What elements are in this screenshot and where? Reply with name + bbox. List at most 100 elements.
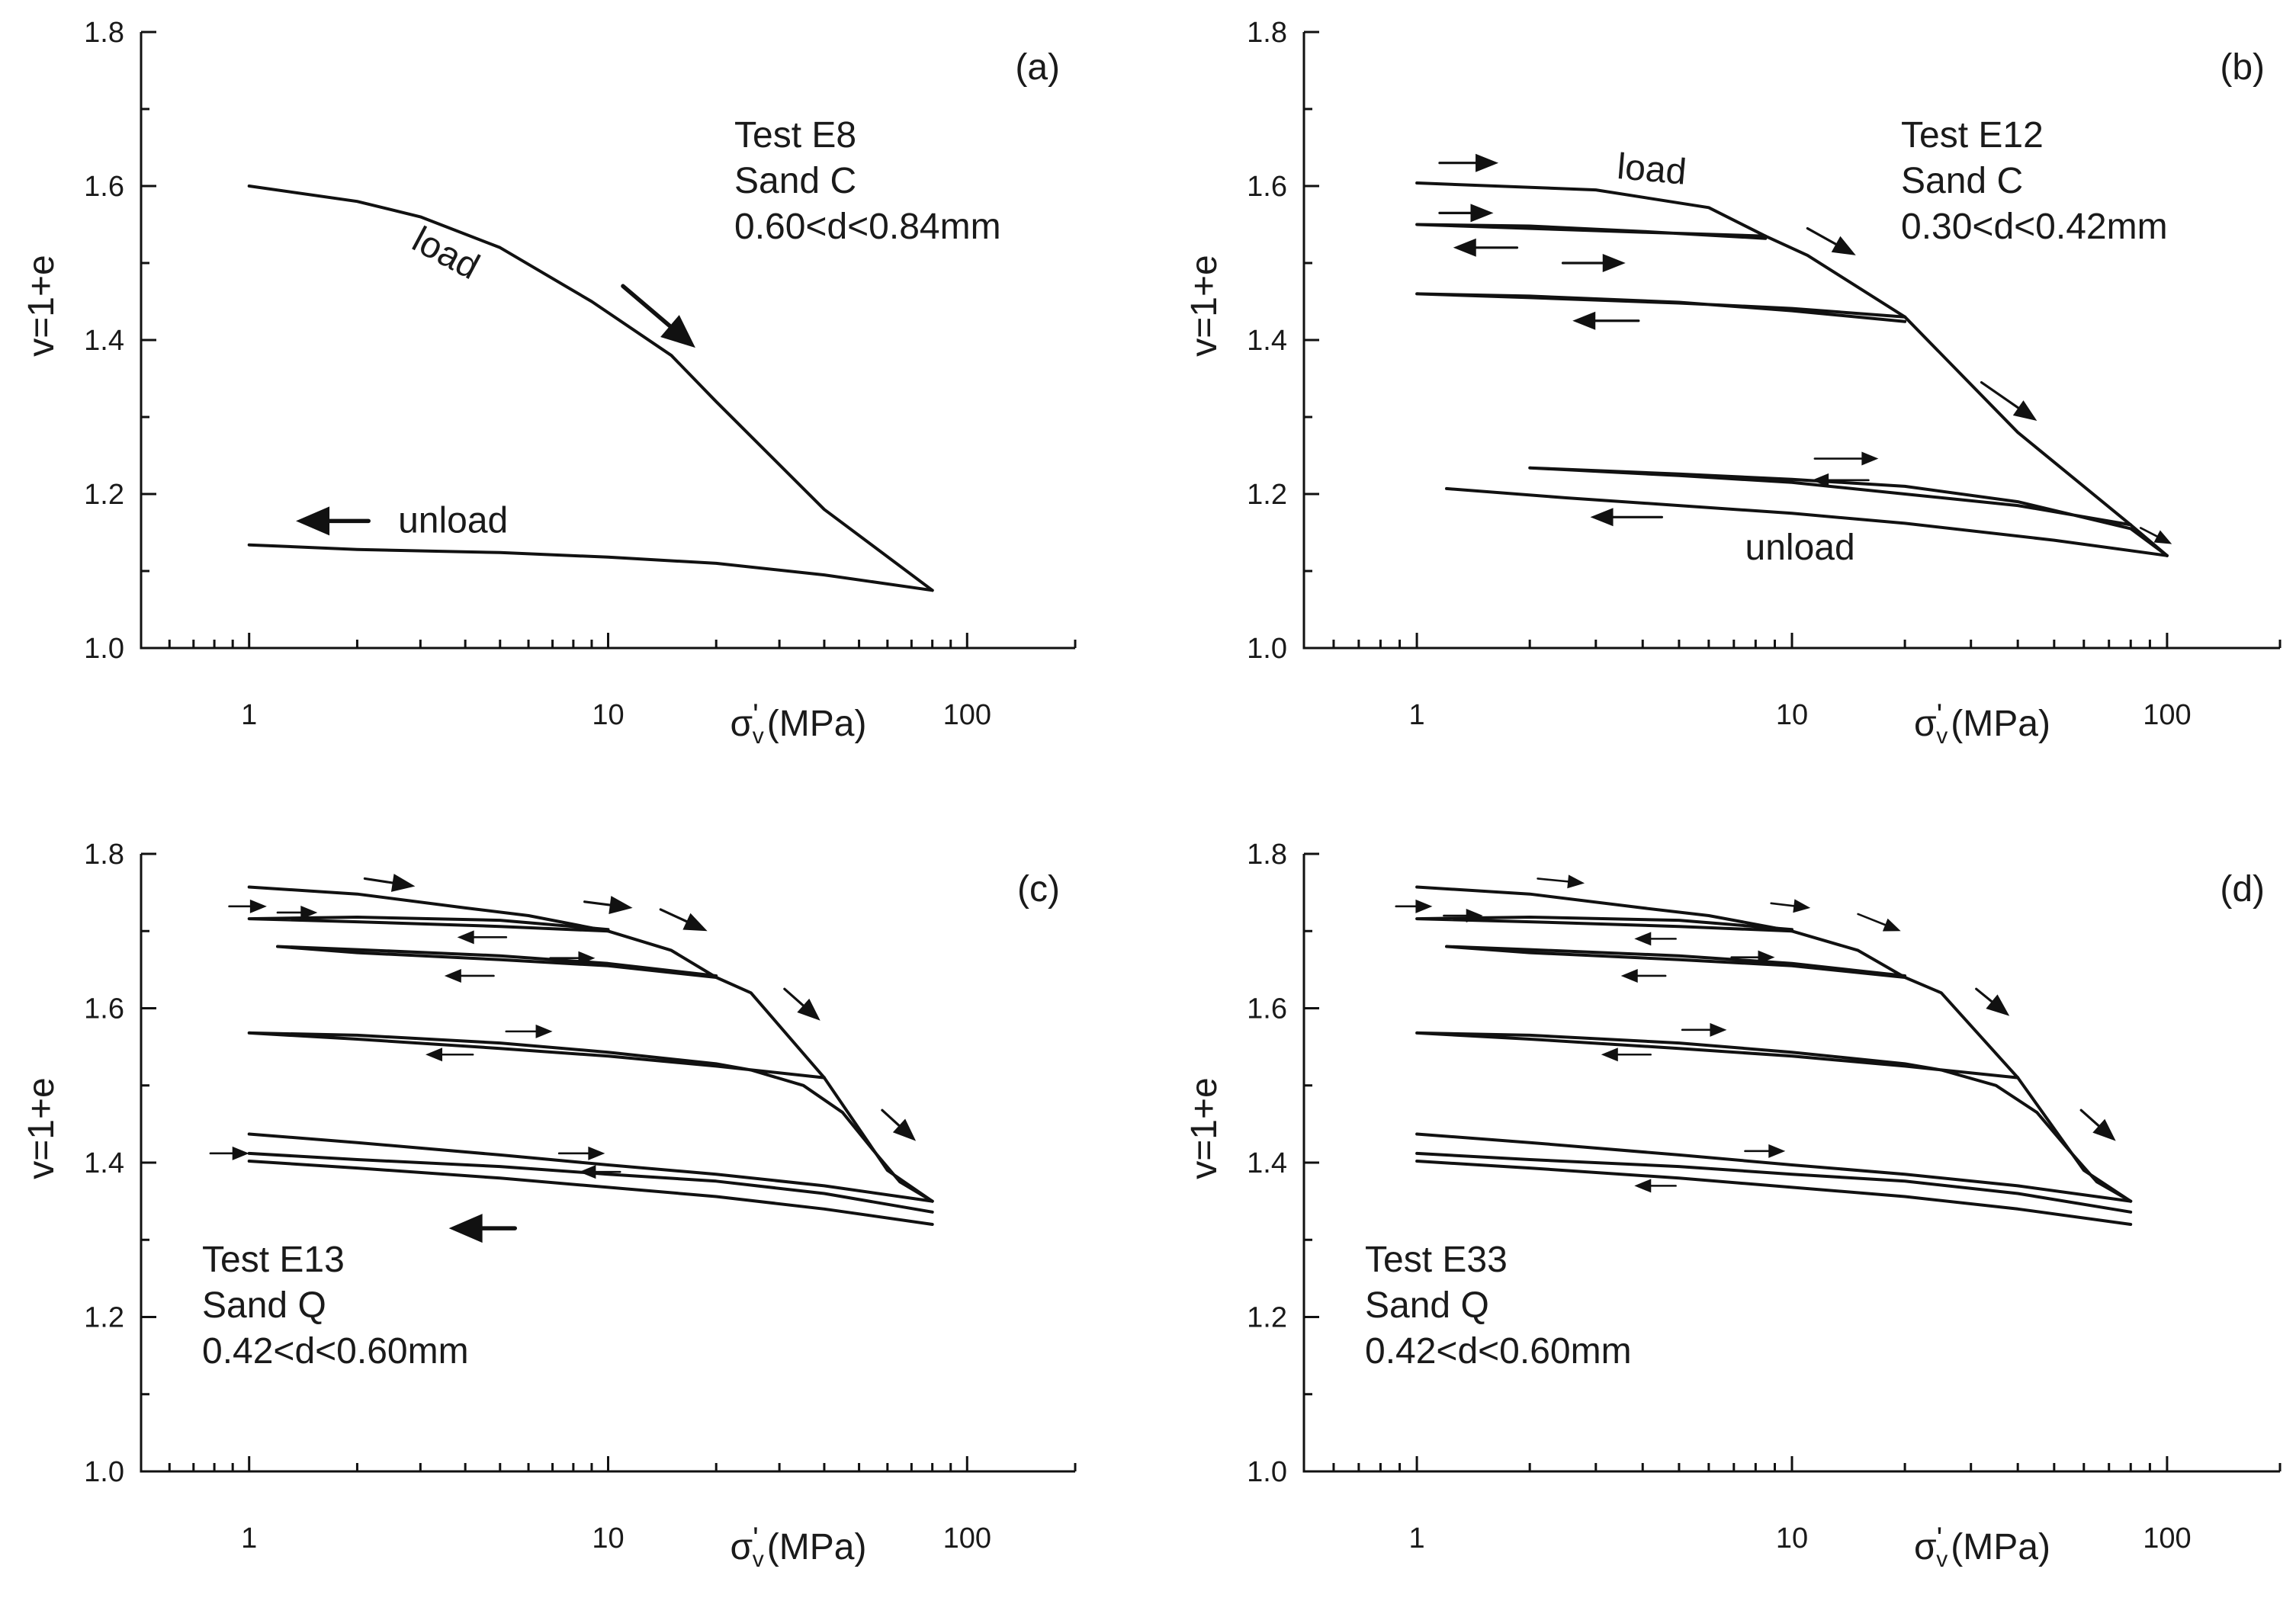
annotation-unload: unload <box>1745 528 1855 568</box>
direction-arrow <box>457 930 508 945</box>
test-info-line: Sand Q <box>1365 1285 1489 1326</box>
x-tick-label: 1 <box>1409 1522 1425 1554</box>
series-loop-4 <box>1415 1132 2133 1203</box>
x-tick-label: 10 <box>592 1522 624 1554</box>
series-loop-1 <box>1415 223 1768 240</box>
annotation-load: load <box>406 220 486 287</box>
direction-arrow <box>276 905 318 919</box>
panel-d: 1.0 1.2 1.4 1.6 1.8 1 10 100 v=1+e σ' v(MPa) (d) Tes… <box>1184 839 2282 1572</box>
y-tick-label: 1.0 <box>84 633 124 665</box>
y-tick-label: 1.6 <box>84 171 124 203</box>
y-tick-label: 1.2 <box>84 479 124 511</box>
series-virgin-load <box>1415 181 2169 557</box>
direction-arrow <box>209 1146 249 1160</box>
test-info-line: 0.30<d<0.42mm <box>1901 207 2168 247</box>
series-virgin-load <box>1415 885 2133 1203</box>
direction-arrow <box>1744 1144 1786 1158</box>
panel-label: (b) <box>2220 47 2265 88</box>
panel-b: 1.0 1.2 1.4 1.6 1.8 1 10 100 v=1+e σ' v(MPa) (b) Tes… <box>1184 17 2282 749</box>
direction-arrow <box>783 987 820 1021</box>
y-axis-title: v=1+e <box>21 255 62 356</box>
direction-arrow <box>1572 311 1640 330</box>
direction-arrow <box>1857 913 1901 932</box>
y-tick-label: 1.4 <box>1247 325 1287 357</box>
direction-arrow <box>549 951 596 965</box>
series-loop-3 <box>247 1031 934 1203</box>
panel-label: (a) <box>1015 47 1060 88</box>
direction-arrow <box>505 1024 553 1038</box>
x-tick-label: 100 <box>2143 699 2191 731</box>
series-loop-2 <box>1415 292 1907 323</box>
annotation-load: load <box>1616 146 1688 193</box>
direction-arrow <box>1601 1048 1652 1062</box>
direction-arrow <box>228 899 267 913</box>
direction-arrow <box>1634 1179 1677 1193</box>
direction-arrow <box>296 506 371 536</box>
series-loop-4 <box>247 1132 934 1203</box>
x-tick-label: 100 <box>943 699 991 731</box>
y-tick-label: 1.0 <box>84 1456 124 1488</box>
series-unload <box>1415 1160 2133 1226</box>
y-tick-label: 1.8 <box>1247 839 1287 871</box>
direction-arrow <box>1561 254 1626 272</box>
series-loop-4-reload <box>1415 1151 2133 1214</box>
panel-a: 1.0 1.2 1.4 1.6 1.8 1 10 100 v=1+e σ' v(MPa) (a) Tes… <box>21 17 1077 749</box>
direction-arrow <box>1537 874 1585 889</box>
series-loop-4-reload <box>247 1151 934 1214</box>
x-tick-label: 10 <box>592 699 624 731</box>
test-info-line: Test E33 <box>1365 1240 1508 1280</box>
test-info-line: Sand Q <box>202 1285 326 1326</box>
direction-arrow <box>1806 226 1856 255</box>
direction-arrow <box>448 1214 518 1243</box>
series-loop-2 <box>1445 945 1907 979</box>
y-tick-label: 1.2 <box>1247 479 1287 511</box>
y-tick-label: 1.4 <box>84 325 124 357</box>
test-info-line: 0.60<d<0.84mm <box>734 207 1001 247</box>
series-loop-3 <box>1528 466 2169 557</box>
direction-arrow <box>1438 153 1499 172</box>
direction-arrow <box>425 1048 474 1062</box>
direction-arrow <box>1730 950 1775 964</box>
direction-arrow <box>1443 909 1483 922</box>
test-info-line: 0.42<d<0.60mm <box>1365 1331 1632 1372</box>
x-axis-title: σ' v(MPa) <box>731 698 867 749</box>
y-tick-label: 1.8 <box>84 17 124 49</box>
test-info-line: Sand C <box>1901 161 2023 201</box>
direction-arrow <box>1620 968 1667 983</box>
direction-arrow <box>659 908 708 932</box>
test-info-line: Test E8 <box>734 115 856 156</box>
x-tick-label: 10 <box>1776 699 1808 731</box>
x-tick-label: 1 <box>1409 699 1425 731</box>
direction-arrow <box>1812 473 1870 487</box>
y-tick-label: 1.6 <box>1247 171 1287 203</box>
x-tick-label: 100 <box>943 1522 991 1554</box>
y-tick-label: 1.2 <box>84 1302 124 1334</box>
y-tick-label: 1.2 <box>1247 1302 1287 1334</box>
y-tick-label: 1.0 <box>1247 633 1287 665</box>
direction-arrow <box>1813 451 1879 466</box>
y-tick-label: 1.8 <box>1247 17 1287 49</box>
x-tick-label: 1 <box>241 699 257 731</box>
panel-label: (d) <box>2220 869 2265 910</box>
x-axis-title: σ' v(MPa) <box>1914 698 2050 749</box>
x-axis-title: σ' v(MPa) <box>1914 1522 2050 1572</box>
direction-arrow <box>1681 1022 1727 1037</box>
x-tick-label: 100 <box>2143 1522 2191 1554</box>
series-loop-1 <box>1415 916 1793 933</box>
y-axis-title: v=1+e <box>1184 1077 1225 1179</box>
series-loop-2 <box>276 945 718 979</box>
y-tick-label: 1.4 <box>84 1147 124 1179</box>
panel-c: 1.0 1.2 1.4 1.6 1.8 1 10 100 v=1+e σ' v(MPa) (c) Tes… <box>21 839 1077 1572</box>
series-unload <box>247 543 934 592</box>
series-unload <box>247 1160 934 1226</box>
annotation-unload: unload <box>398 501 508 541</box>
x-tick-label: 10 <box>1776 1522 1808 1554</box>
test-info-line: Test E13 <box>202 1240 345 1280</box>
direction-arrow <box>583 896 633 914</box>
direction-arrow <box>1770 899 1811 913</box>
test-info-line: Sand C <box>734 161 856 201</box>
direction-arrow <box>363 874 416 892</box>
x-axis-title: σ' v(MPa) <box>731 1522 867 1572</box>
series-virgin-load <box>247 885 934 1203</box>
